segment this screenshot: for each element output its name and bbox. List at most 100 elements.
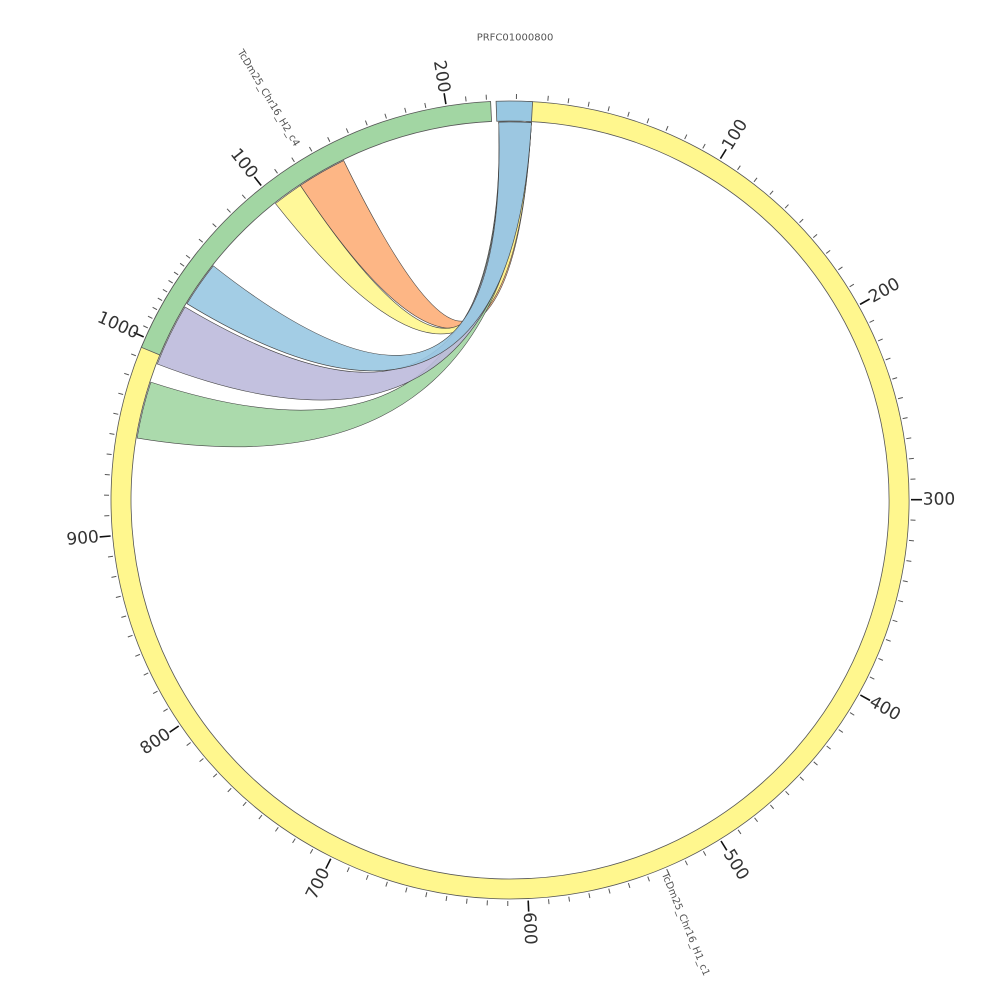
minor-tick (143, 672, 149, 676)
minor-tick (826, 745, 831, 750)
major-tick (720, 840, 728, 851)
major-tick (253, 176, 262, 187)
minor-tick (327, 137, 331, 142)
minor-tick (445, 895, 448, 902)
tick-label: 400 (866, 692, 904, 725)
major-tick (859, 298, 871, 306)
minor-tick (784, 204, 789, 209)
minor-tick (163, 708, 168, 712)
minor-tick (665, 125, 669, 131)
minor-tick (111, 575, 117, 578)
minor-tick (185, 254, 191, 259)
minor-tick (838, 729, 844, 733)
minor-tick (869, 319, 875, 323)
minor-tick (212, 773, 218, 778)
major-tick (133, 331, 144, 338)
minor-tick (567, 98, 570, 104)
minor-tick (152, 306, 158, 311)
tick-label: 1000 (94, 308, 142, 344)
minor-tick (212, 223, 217, 228)
tick-label: 200 (429, 59, 454, 94)
minor-tick (384, 113, 387, 119)
minor-tick (292, 838, 296, 844)
minor-tick (627, 882, 631, 889)
minor-tick (199, 758, 204, 763)
major-tick (859, 694, 871, 702)
minor-tick (908, 457, 914, 460)
minor-tick (291, 157, 295, 163)
minor-tick (588, 893, 591, 899)
minor-tick (346, 867, 350, 873)
minor-tick (274, 168, 278, 174)
minor-tick (226, 208, 231, 213)
tick-label: 300 (923, 490, 955, 510)
minor-tick (627, 111, 630, 117)
minor-tick (849, 712, 855, 716)
minor-tick (754, 817, 759, 823)
minor-tick (107, 555, 114, 558)
minor-tick (892, 377, 898, 380)
minor-tick (587, 101, 590, 107)
minor-tick (425, 892, 428, 898)
minor-tick (241, 194, 246, 199)
minor-tick (902, 417, 908, 420)
minor-tick (825, 249, 831, 254)
minor-tick (106, 453, 112, 456)
minor-tick (906, 560, 912, 562)
major-tick (719, 148, 727, 160)
major-tick (325, 858, 332, 869)
minor-tick (769, 190, 774, 195)
major-tick (169, 725, 180, 733)
minor-tick (258, 814, 263, 820)
minor-tick (179, 262, 185, 267)
minor-tick (813, 761, 818, 766)
minor-tick (168, 279, 173, 284)
minor-tick (906, 437, 912, 440)
tick-label: 200 (865, 274, 903, 307)
minor-tick (424, 102, 427, 109)
minor-tick (737, 165, 741, 171)
minor-tick (242, 801, 247, 807)
minor-tick (785, 790, 790, 796)
minor-tick (143, 325, 149, 329)
minor-tick (702, 851, 707, 856)
minor-tick (878, 657, 884, 661)
tick-label: 100 (226, 145, 262, 183)
tick-label: 700 (302, 865, 334, 903)
sequence-arc-h2 (140, 101, 492, 356)
sequence-arc-prfc (495, 100, 534, 123)
ticks-layer (99, 93, 923, 912)
minor-tick (135, 653, 141, 657)
minor-tick (666, 868, 670, 874)
links-layer (136, 121, 532, 448)
minor-tick (799, 218, 804, 223)
minor-tick (162, 288, 168, 293)
minor-tick (902, 580, 908, 583)
minor-tick (885, 639, 891, 642)
minor-tick (113, 412, 119, 415)
major-tick (443, 93, 447, 105)
minor-tick (198, 238, 204, 243)
minor-tick (275, 827, 279, 832)
tick-label: 900 (66, 527, 100, 550)
minor-tick (684, 860, 688, 866)
link-ribbon-5 (186, 121, 532, 372)
sequence-name-prfc: PRFC01000800 (477, 33, 554, 44)
minor-tick (898, 600, 904, 603)
tick-label: 600 (519, 912, 540, 945)
minor-tick (770, 804, 775, 810)
minor-tick (647, 876, 650, 882)
minor-tick (892, 619, 898, 623)
minor-tick (897, 397, 903, 400)
minor-tick (465, 96, 467, 102)
minor-tick (152, 690, 158, 694)
minor-tick (115, 595, 121, 598)
minor-tick (309, 848, 314, 854)
minor-tick (147, 315, 153, 319)
minor-tick (385, 881, 388, 887)
minor-tick (364, 120, 368, 126)
sequence-name-h2: TcDm25_Chr16_H2_c4 (234, 47, 301, 149)
minor-tick (799, 776, 804, 781)
tick-label: 100 (718, 116, 752, 154)
